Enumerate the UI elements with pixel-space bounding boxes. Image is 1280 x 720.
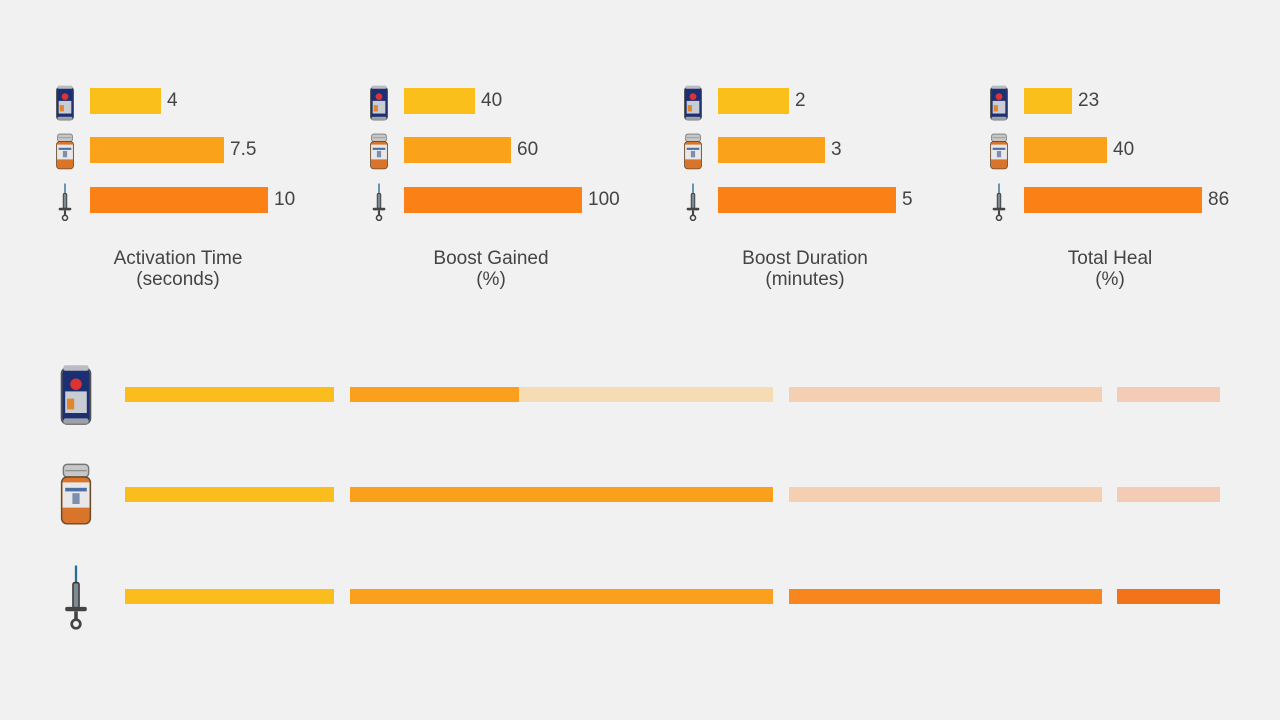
bar	[404, 137, 511, 163]
energy-drink-can-icon	[684, 85, 702, 121]
data-label: 23	[1078, 90, 1100, 111]
metric-title: Boost Gained	[433, 248, 549, 269]
painkiller-bottle-icon	[988, 133, 1010, 171]
summary-segment-fill	[350, 487, 773, 502]
summary-segment-fill	[350, 387, 519, 402]
energy-drink-can-icon	[368, 84, 390, 122]
metric-panel-2: 40 60 100 Boost Gained (%)	[368, 78, 668, 298]
data-label: 3	[831, 139, 842, 160]
summary-segment-fill	[125, 589, 334, 604]
bar	[1024, 137, 1107, 163]
energy-drink-can-icon	[990, 85, 1008, 121]
metric-unit: (seconds)	[136, 269, 220, 290]
adrenaline-syringe-icon	[368, 183, 390, 222]
data-label: 60	[517, 139, 539, 160]
adrenaline-syringe-icon	[992, 183, 1006, 222]
summary-row	[0, 564, 1280, 644]
bar	[90, 88, 161, 114]
data-label: 100	[588, 189, 620, 210]
summary-segment-fill	[1117, 589, 1220, 604]
summary-segment-track	[125, 487, 334, 502]
summary-segment-track	[1117, 589, 1220, 604]
summary-segment-track	[789, 487, 1102, 502]
energy-drink-can-icon	[988, 84, 1010, 122]
adrenaline-syringe-icon	[65, 565, 87, 630]
bar	[90, 137, 224, 163]
metric-panel-1: 4 7.5 10 Activation Time (seconds)	[54, 78, 354, 298]
bar	[718, 88, 789, 114]
summary-segment-track	[789, 387, 1102, 402]
bar	[1024, 88, 1072, 114]
metric-panel-3: 2 3 5 Boost Duration (minutes)	[682, 78, 982, 298]
summary-segment-fill	[789, 589, 1102, 604]
data-label: 10	[274, 189, 296, 210]
axis-caption: Total Heal (%)	[980, 248, 1240, 290]
data-label: 7.5	[230, 139, 257, 160]
bar	[1024, 187, 1202, 213]
painkiller-bottle-icon	[58, 462, 98, 532]
axis-caption: Boost Gained (%)	[361, 248, 621, 290]
adrenaline-syringe-icon	[58, 564, 98, 634]
data-label: 40	[481, 90, 503, 111]
data-label: 86	[1208, 189, 1230, 210]
adrenaline-syringe-icon	[988, 183, 1010, 222]
adrenaline-syringe-icon	[372, 183, 386, 222]
energy-drink-can-icon	[370, 85, 388, 121]
metric-title: Total Heal	[1067, 248, 1153, 269]
energy-drink-can-icon	[54, 84, 76, 122]
summary-segment-track	[350, 487, 773, 502]
metric-panel-4: 23 40 86 Total Heal (%)	[988, 78, 1280, 298]
painkiller-bottle-icon	[684, 133, 702, 170]
summary-segment-track	[350, 589, 773, 604]
painkiller-bottle-icon	[368, 133, 390, 171]
adrenaline-syringe-icon	[686, 183, 700, 222]
energy-drink-can-icon	[56, 85, 74, 121]
summary-segment-track	[125, 387, 334, 402]
painkiller-bottle-icon	[370, 133, 388, 170]
summary-segment-track	[1117, 387, 1220, 402]
axis-caption: Boost Duration (minutes)	[675, 248, 935, 290]
bar	[404, 88, 475, 114]
summary-segment-fill	[350, 589, 773, 604]
painkiller-bottle-icon	[60, 463, 92, 525]
painkiller-bottle-icon	[54, 133, 76, 171]
bar	[718, 187, 896, 213]
summary-segment-track	[789, 589, 1102, 604]
axis-caption: Activation Time (seconds)	[48, 248, 308, 290]
adrenaline-syringe-icon	[58, 183, 72, 222]
summary-row	[0, 362, 1280, 442]
bar	[404, 187, 582, 213]
energy-drink-can-icon	[58, 362, 98, 432]
energy-drink-can-icon	[682, 84, 704, 122]
data-label: 40	[1113, 139, 1135, 160]
data-label: 5	[902, 189, 913, 210]
adrenaline-syringe-icon	[54, 183, 76, 222]
summary-segment-track	[1117, 487, 1220, 502]
bar	[90, 187, 268, 213]
data-label: 4	[167, 90, 178, 111]
metric-unit: (minutes)	[765, 269, 845, 290]
energy-drink-can-icon	[60, 365, 92, 425]
summary-segment-fill	[125, 487, 334, 502]
painkiller-bottle-icon	[682, 133, 704, 171]
painkiller-bottle-icon	[990, 133, 1008, 170]
summary-row	[0, 462, 1280, 542]
summary-segment-track	[125, 589, 334, 604]
summary-segment-track	[350, 387, 773, 402]
adrenaline-syringe-icon	[682, 183, 704, 222]
metric-title: Boost Duration	[742, 248, 868, 269]
painkiller-bottle-icon	[56, 133, 74, 170]
metric-unit: (%)	[476, 269, 506, 290]
metric-title: Activation Time	[113, 248, 243, 269]
summary-segment-fill	[125, 387, 334, 402]
data-label: 2	[795, 90, 806, 111]
bar	[718, 137, 825, 163]
metric-unit: (%)	[1095, 269, 1125, 290]
